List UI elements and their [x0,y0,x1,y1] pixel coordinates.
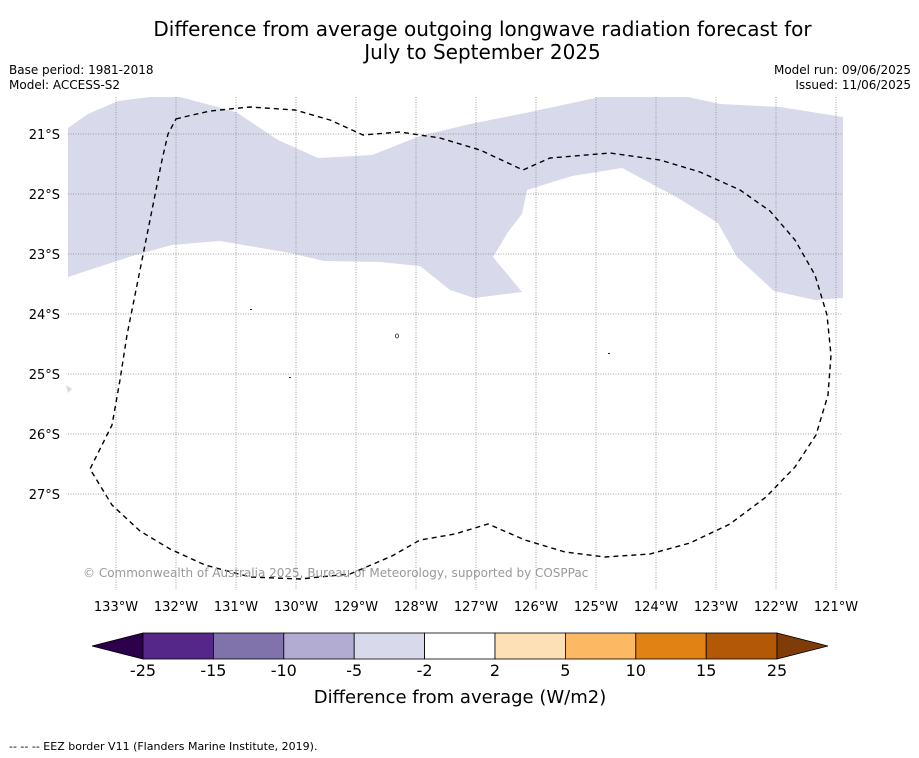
meta-right: Model run: 09/06/2025 Issued: 11/06/2025 [774,63,911,93]
model-run: Model run: 09/06/2025 [773,63,911,77]
lat-label: 26°S [29,428,60,443]
lat-label: 23°S [29,248,60,263]
base-period: Base period: 1981-2018 [9,63,154,77]
colorbar-cell [212,632,285,660]
lat-label: 25°S [29,368,60,383]
lon-label: 133°W [94,600,138,615]
colorbar [91,632,829,660]
map-title-line1: Difference from average outgoing longwav… [153,17,812,41]
colorbar-tick: 15 [696,661,716,680]
map-title-line2: July to September 2025 [364,40,601,64]
lat-gridlines [68,133,843,495]
issued-date: Issued: 11/06/2025 [795,78,911,92]
colorbar-cell [283,632,355,660]
lon-label: 132°W [154,600,198,615]
colorbar-cell [705,632,778,660]
lat-labels: 21°S 22°S 23°S 24°S 25°S 26°S 27°S [29,128,60,503]
anomaly-region-main [68,97,843,300]
lon-label: 121°W [814,600,858,615]
colorbar-tick-labels: -25 -15 -10 -5 -2 2 5 10 15 25 [130,661,787,680]
meta-left: Base period: 1981-2018 Model: ACCESS-S2 [9,63,154,93]
lat-label: 22°S [29,188,60,203]
map-title: Difference from average outgoing longwav… [0,18,919,64]
colorbar-tick: 25 [767,661,787,680]
lat-label: 27°S [29,488,60,503]
colorbar-tick: 10 [626,661,646,680]
colorbar-cell [142,632,214,660]
lon-labels: 133°W 132°W 131°W 130°W 129°W 128°W 127°… [94,600,858,615]
colorbar-tick: -2 [417,661,433,680]
colorbar-cell [565,632,637,660]
model-name: Model: ACCESS-S2 [9,78,121,92]
lon-label: 128°W [394,600,438,615]
colorbar-cell [635,632,707,660]
lon-label: 131°W [214,600,258,615]
colorbar-cell [424,632,496,660]
lon-label: 123°W [694,600,738,615]
colorbar-cell [494,632,566,660]
island-markers [250,309,610,378]
colorbar-cell [353,632,426,660]
anomaly-speck [66,385,72,393]
lon-label: 125°W [574,600,618,615]
colorbar-tick: -25 [130,661,156,680]
colorbar-title: Difference from average (W/m2) [314,687,606,708]
colorbar-tick: -10 [271,661,297,680]
colorbar-cell [776,632,829,660]
colorbar-tick: 5 [560,661,570,680]
eez-footnote: -- -- -- EEZ border V11 (Flanders Marine… [9,740,318,753]
copyright-text: © Commonwealth of Australia 2025, Bureau… [83,566,588,580]
colorbar-cell [91,632,144,660]
colorbar-tick: -15 [200,661,226,680]
lon-label: 126°W [514,600,558,615]
lon-label: 122°W [754,600,798,615]
lat-label: 21°S [29,128,60,143]
lon-gridlines [115,97,837,590]
colorbar-tick: 2 [490,661,500,680]
lon-label: 124°W [634,600,678,615]
eez-border [89,106,832,580]
lon-label: 130°W [274,600,318,615]
colorbar-tick: -5 [346,661,362,680]
lat-label: 24°S [29,308,60,323]
lon-label: 129°W [334,600,378,615]
lon-label: 127°W [454,600,498,615]
